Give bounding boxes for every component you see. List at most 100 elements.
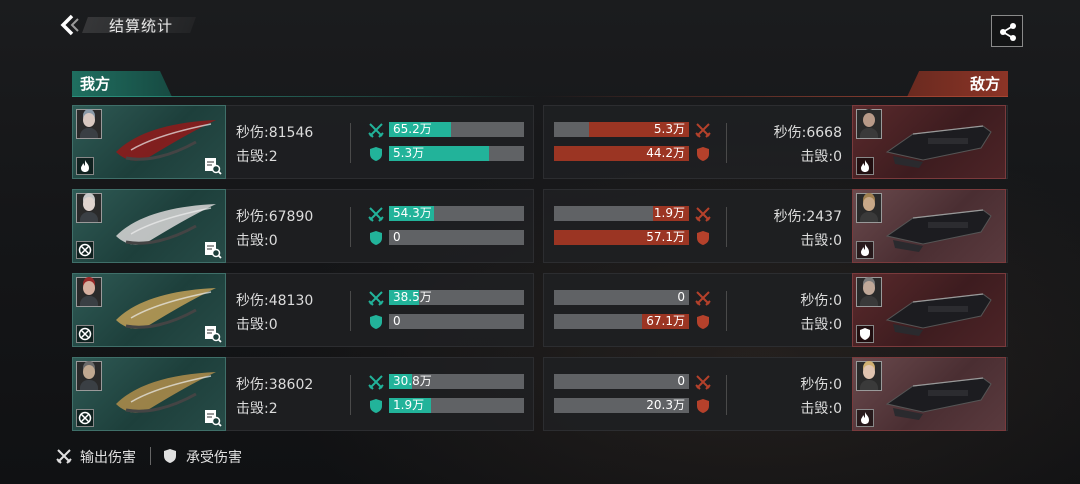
shield-icon [695,398,711,414]
crossed-swords-icon [368,374,384,390]
ally-dealt-fill [389,290,419,305]
enemy-pilot-portrait [856,277,882,307]
legend-dealt-label: 输出伤害 [80,450,136,466]
crossed-swords-icon [695,374,711,390]
shield-icon [856,325,874,343]
ally-separator [350,207,351,247]
ally-dealt-fill [389,122,451,137]
ally-pilot-portrait [76,109,102,139]
battle-row: 秒伤:81546 击毁:2 65.2万 5.3万 5.3万 44.2万 秒伤:6… [72,105,1008,179]
enemy-separator [726,291,727,331]
enemy-separator [726,123,727,163]
ally-ship-card[interactable] [72,357,226,431]
inspect-icon[interactable] [204,409,222,427]
enemy-dealt-fill [653,206,689,221]
crossed-swords-icon [368,290,384,306]
back-button[interactable] [58,13,80,37]
enemy-ship-card[interactable] [852,105,1006,179]
enemy-kills: 击毁:0 [800,233,842,249]
battle-row: 秒伤:38602 击毁:2 30.8万 1.9万 0 20.3万 秒伤:0 击毁… [72,357,1008,431]
enemy-ship-card[interactable] [852,357,1006,431]
ally-dealt-bar: 54.3万 [389,206,524,221]
back-arrow-icon [60,14,79,36]
enemy-separator [726,207,727,247]
ally-taken-value: 1.9万 [393,398,425,412]
legend-separator [150,447,151,465]
ally-dealt-bar: 65.2万 [389,122,524,137]
enemy-taken-bar: 57.1万 [554,230,689,245]
shield-icon [368,230,384,246]
enemy-dps: 秒伤:0 [800,377,842,393]
ally-pilot-portrait [76,193,102,223]
enemy-separator [726,375,727,415]
ally-side-tag: 我方 [72,71,172,97]
enemy-ship-card[interactable] [852,273,1006,347]
ally-dealt-fill [389,206,434,221]
enemy-dealt-value: 1.9万 [653,206,685,220]
flame-icon [856,241,874,259]
inspect-icon[interactable] [204,325,222,343]
enemy-dealt-bar: 5.3万 [554,122,689,137]
inspect-icon[interactable] [204,241,222,259]
shield-icon [695,230,711,246]
enemy-ship-image [885,209,992,252]
share-button[interactable] [991,15,1023,47]
shield-icon [695,314,711,330]
enemy-ship-image [885,125,992,168]
enemy-dealt-value: 5.3万 [653,122,685,136]
enemy-taken-value: 67.1万 [646,314,685,328]
enemy-taken-bar: 44.2万 [554,146,689,161]
ally-dealt-value: 65.2万 [393,122,432,136]
ally-separator [350,375,351,415]
ally-ship-image [116,372,216,413]
enemy-taken-fill [554,230,689,245]
ally-kills: 击毁:0 [236,233,278,249]
ally-dealt-fill [389,374,412,389]
ally-taken-bar: 0 [389,314,524,329]
enemy-side-tag: 敌方 [907,71,1008,97]
ally-dealt-bar: 30.8万 [389,374,524,389]
ally-pilot-portrait [76,361,102,391]
enemy-dealt-bar: 1.9万 [554,206,689,221]
shield-icon [368,314,384,330]
crossed-swords-icon [695,206,711,222]
legend-taken-label: 承受伤害 [186,450,242,466]
crossed-swords-icon [695,290,711,306]
ally-taken-value: 0 [393,314,401,328]
ally-ship-card[interactable] [72,105,226,179]
ally-ship-card[interactable] [72,273,226,347]
enemy-divider [540,96,1008,97]
target-icon [76,409,94,427]
enemy-taken-bar: 20.3万 [554,398,689,413]
crossed-swords-icon [368,122,384,138]
enemy-dps: 秒伤:6668 [773,125,842,141]
enemy-pilot-portrait [856,109,882,139]
enemy-taken-value: 44.2万 [646,146,685,160]
shield-icon [368,146,384,162]
enemy-kills: 击毁:0 [800,317,842,333]
target-icon [76,325,94,343]
ally-kills: 击毁:0 [236,317,278,333]
shield-icon [695,146,711,162]
share-icon [1000,23,1016,41]
ally-taken-fill [389,146,489,161]
flame-icon [76,157,94,175]
enemy-ship-card[interactable] [852,189,1006,263]
ally-dps: 秒伤:48130 [236,293,314,309]
ally-ship-image [116,288,216,329]
shield-icon [164,449,176,463]
ally-taken-value: 0 [393,230,401,244]
inspect-icon[interactable] [204,157,222,175]
ally-dealt-value: 30.8万 [393,374,432,388]
flame-icon [856,409,874,427]
enemy-dealt-value: 0 [677,374,685,388]
ally-dps: 秒伤:81546 [236,125,314,141]
ally-pilot-portrait [76,277,102,307]
ally-dealt-bar: 38.5万 [389,290,524,305]
ally-separator [350,291,351,331]
ally-ship-card[interactable] [72,189,226,263]
enemy-dps: 秒伤:0 [800,293,842,309]
ally-taken-fill [389,398,431,413]
crossed-swords-icon [56,449,72,464]
ally-ship-image [116,204,216,245]
